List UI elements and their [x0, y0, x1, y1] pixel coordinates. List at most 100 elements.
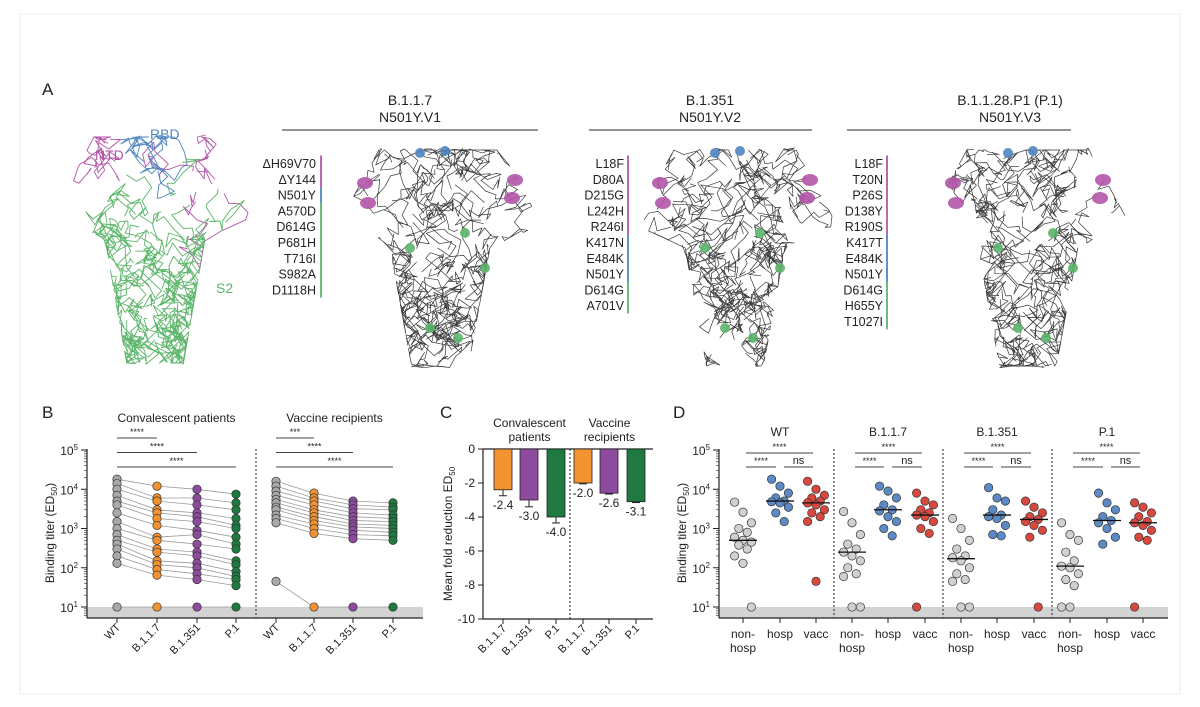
backbone-strand	[464, 254, 487, 302]
backbone-strand	[152, 313, 188, 330]
backbone-strand	[994, 338, 1025, 367]
x-tick-label: P.1	[623, 623, 642, 642]
backbone-strand	[1033, 262, 1063, 318]
backbone-strand	[1001, 336, 1029, 367]
data-point	[192, 539, 202, 549]
y-axis-label: Binding titer (ED50)	[43, 483, 59, 583]
group-title: P.1	[1099, 425, 1116, 439]
data-point	[1065, 563, 1075, 573]
mutation-site-s2	[720, 323, 730, 333]
data-point	[916, 523, 926, 534]
mutation-site-ntd	[802, 174, 818, 186]
group-title-line2: recipients	[584, 430, 635, 444]
backbone-strand	[124, 320, 145, 364]
y-tick-exponent: 3	[74, 522, 79, 531]
y-axis-label-close: )	[43, 483, 57, 487]
mutation-site-ntd	[360, 197, 376, 209]
backbone-strand	[366, 148, 404, 228]
subject-line	[116, 562, 237, 586]
backbone-strand	[1032, 168, 1058, 198]
data-point	[152, 570, 162, 580]
data-point	[811, 576, 821, 586]
backbone-strand	[463, 163, 518, 203]
backbone-strand	[126, 198, 185, 241]
bar-value-label: -3.1	[626, 505, 647, 519]
backbone-strand	[1035, 279, 1061, 327]
y-tick-exponent: 5	[706, 443, 711, 452]
data-point	[988, 530, 998, 540]
backbone-strand	[454, 190, 485, 229]
bar	[493, 448, 513, 491]
backbone-strand	[673, 184, 734, 214]
mutation-label: H655Y	[845, 299, 884, 313]
data-point	[1142, 535, 1152, 545]
data-point	[730, 497, 740, 507]
y-axis-label: Mean fold reduction ED50	[441, 466, 457, 601]
data-point	[875, 481, 885, 491]
data-point	[730, 532, 740, 542]
mutation-site-ntd	[357, 177, 373, 189]
x-tick-label: hosp	[767, 627, 793, 641]
variant-name: B.1.351	[686, 92, 734, 108]
backbone-strand	[157, 278, 183, 307]
data-point	[855, 602, 865, 612]
subject-line	[275, 502, 394, 522]
data-point	[1061, 575, 1071, 585]
backbone-strand	[753, 235, 795, 264]
mutation-site-s2	[1068, 263, 1078, 273]
y-axis-label: Binding titer (ED50)	[675, 483, 691, 583]
rbd-label: RBD	[150, 126, 180, 142]
y-axis-label-close: )	[675, 483, 689, 487]
data-point	[847, 518, 857, 528]
data-point	[928, 517, 938, 527]
figure-border	[19, 13, 1181, 695]
backbone-strand	[396, 269, 429, 306]
backbone-strand	[98, 223, 126, 258]
data-point	[1102, 498, 1112, 508]
data-point	[231, 581, 241, 591]
backbone-strand	[681, 243, 700, 271]
data-point	[1069, 556, 1079, 566]
significance-label: ****	[327, 456, 342, 466]
backbone-strand	[753, 207, 784, 239]
data-point	[948, 553, 958, 563]
backbone-strand	[83, 136, 112, 167]
backbone-strand	[710, 291, 736, 325]
backbone-strand	[1002, 161, 1029, 213]
y-tick-label: -2	[464, 476, 475, 490]
variant-alias: N501Y.V1	[379, 109, 441, 125]
s2-label: S2	[216, 280, 233, 296]
backbone-strand	[426, 180, 459, 232]
limit-of-detection-band	[719, 607, 1168, 618]
data-point	[231, 489, 241, 499]
significance-label: ns	[793, 455, 805, 467]
variant-spike-structure	[945, 146, 1126, 368]
mutation-site-s2	[1041, 333, 1051, 343]
data-point	[1029, 502, 1039, 512]
y-tick-label: -4	[464, 510, 475, 524]
data-point	[928, 500, 938, 510]
backbone-strand	[985, 261, 1016, 308]
mutation-site-s2	[775, 263, 785, 273]
data-point	[152, 535, 162, 545]
backbone-strand	[678, 148, 705, 187]
data-point	[192, 517, 202, 527]
backbone-strand	[703, 251, 730, 279]
data-point	[1146, 525, 1156, 535]
backbone-strand	[391, 186, 434, 235]
backbone-strand	[393, 222, 430, 271]
backbone-strand	[956, 148, 975, 169]
backbone-strand	[980, 201, 1031, 242]
data-point	[988, 505, 998, 515]
backbone-strand	[1060, 247, 1079, 282]
group-title: Vaccine recipients	[286, 411, 383, 425]
data-point	[803, 476, 813, 486]
subject-line	[275, 509, 394, 529]
backbone-strand	[992, 149, 1040, 172]
data-point	[924, 528, 934, 538]
subject-line	[116, 548, 237, 577]
backbone-strand	[753, 252, 779, 299]
backbone-strand	[166, 158, 201, 197]
backbone-strand	[964, 174, 989, 216]
data-point	[1134, 532, 1144, 542]
